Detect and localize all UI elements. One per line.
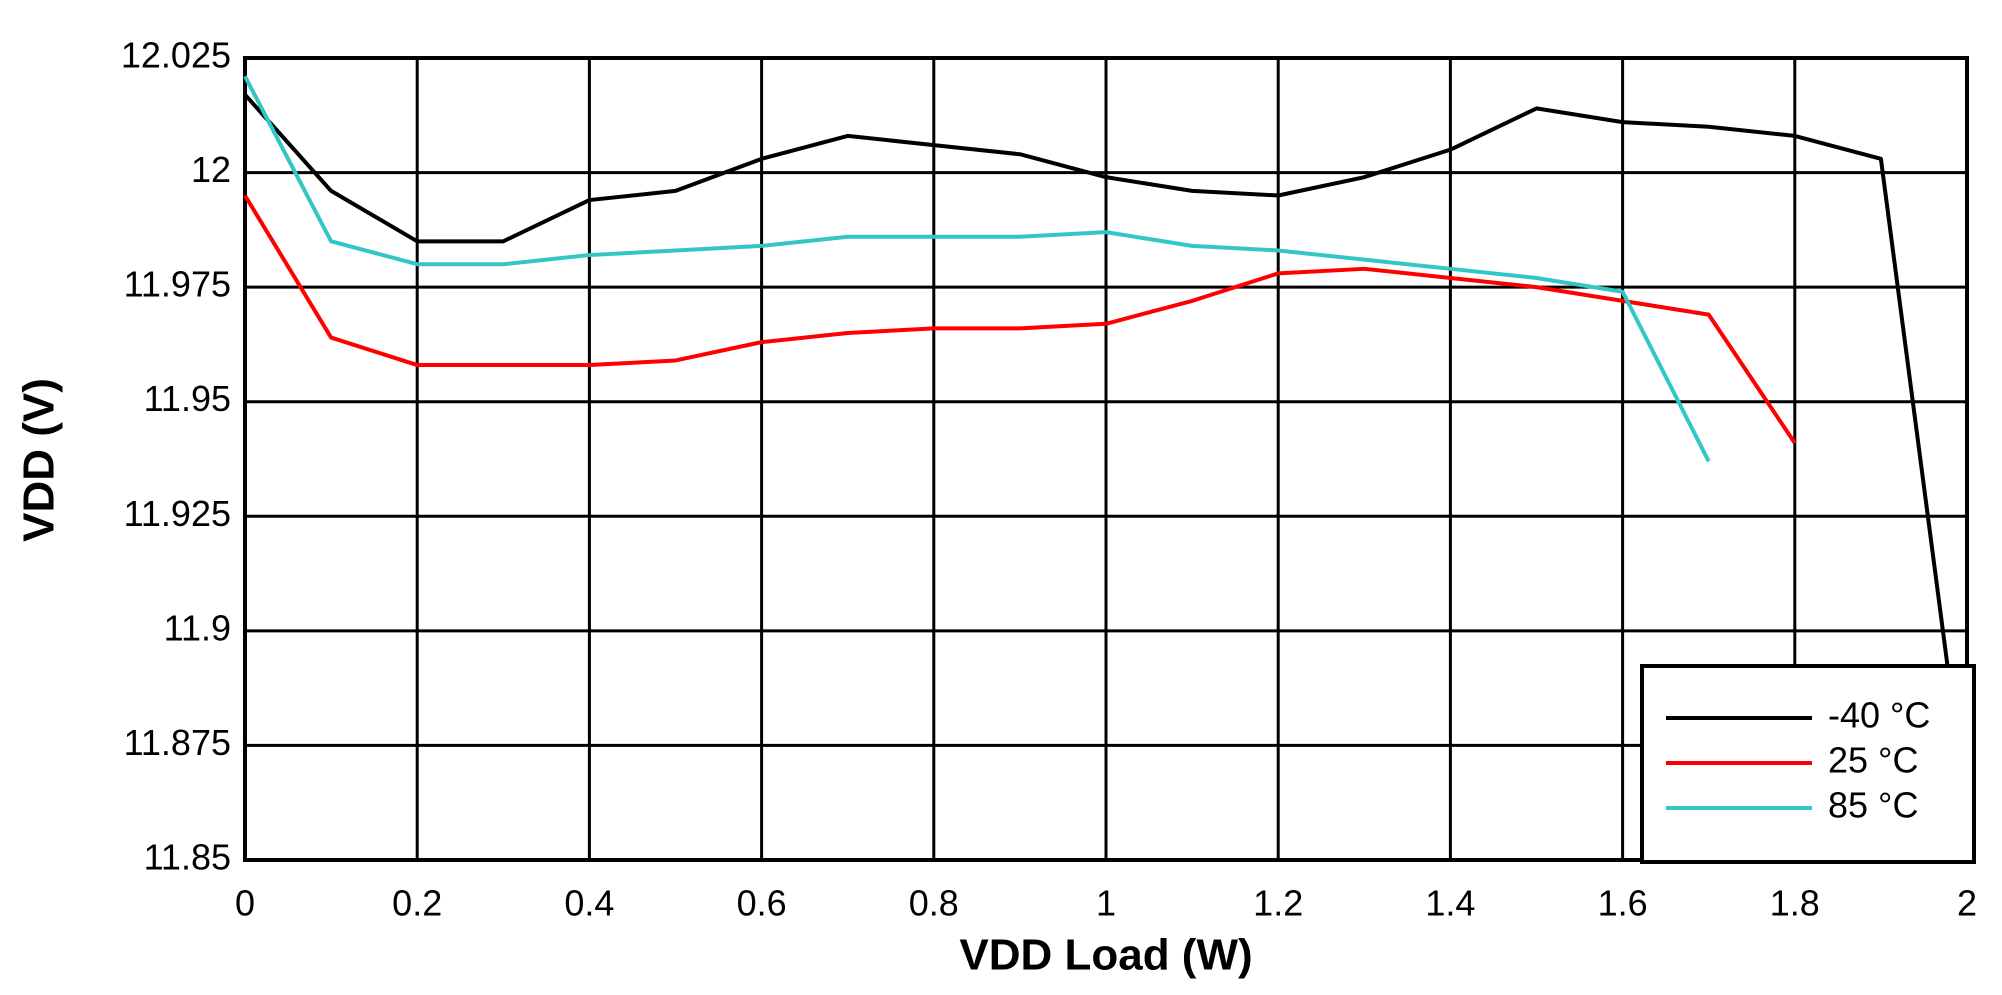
x-axis-title: VDD Load (W) — [959, 931, 1252, 980]
x-tick-label: 1 — [1096, 883, 1116, 924]
data-line — [243, 75, 1711, 463]
y-tick-label: 11.975 — [124, 264, 231, 305]
x-tick-label: 1.6 — [1598, 883, 1648, 924]
x-tick-label: 0.8 — [909, 883, 959, 924]
y-tick-label: 11.925 — [124, 493, 231, 534]
legend-label: 25 °C — [1828, 740, 1918, 781]
x-tick-label: 1.4 — [1425, 883, 1475, 924]
x-tick-label: 0 — [235, 883, 255, 924]
x-tick-label: 0.6 — [737, 883, 787, 924]
x-tick-label: 1.8 — [1770, 883, 1820, 924]
x-tick-label: 2 — [1957, 883, 1977, 924]
y-tick-label: 11.875 — [124, 722, 231, 763]
y-axis-title: VDD (V) — [15, 378, 64, 542]
data-line — [243, 194, 1797, 445]
y-tick-label: 12 — [191, 149, 231, 190]
x-tick-label: 0.2 — [392, 883, 442, 924]
y-tick-label: 12.025 — [121, 35, 231, 76]
y-tick-label: 11.9 — [164, 607, 231, 648]
y-tick-label: 11.85 — [144, 837, 231, 878]
data-line — [243, 93, 1969, 815]
legend-label: 85 °C — [1828, 785, 1918, 826]
plot-frame — [243, 56, 1969, 862]
legend-label: -40 °C — [1828, 695, 1930, 736]
y-tick-label: 11.95 — [144, 378, 231, 419]
x-tick-label: 1.2 — [1253, 883, 1303, 924]
x-tick-label: 0.4 — [564, 883, 614, 924]
